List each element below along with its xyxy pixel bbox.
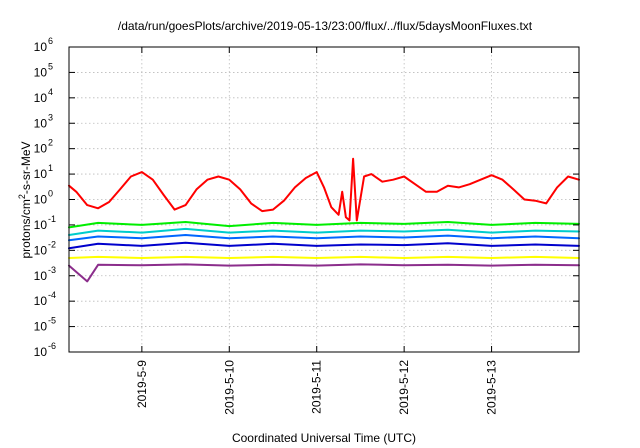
series-line — [68, 227, 580, 236]
y-tick-label: 10 — [34, 243, 48, 257]
y-tick-label: 10 — [34, 65, 48, 79]
y-tick-labels: 10 -610 -510 -410 -310 -210 -110 010 110 210 310 41… — [34, 36, 56, 359]
y-tick-exponent: 6 — [48, 36, 53, 46]
y-tick-label: 10 — [34, 116, 48, 130]
y-tick-label: 10 — [34, 167, 48, 181]
x-tick-label: 2019-5-11 — [310, 360, 324, 414]
y-tick-exponent: 0 — [48, 189, 53, 199]
y-tick-exponent: -3 — [48, 265, 56, 275]
x-tick-label: 2019-5-9 — [135, 360, 149, 408]
y-tick-exponent: -1 — [48, 214, 56, 224]
y-axis-label: protons/cm2-s-sr-MeV — [17, 141, 33, 258]
x-tick-label: 2019-5-13 — [485, 360, 499, 415]
y-tick-label: 10 — [34, 345, 48, 359]
y-tick-label: 10 — [34, 91, 48, 105]
y-tick-label: 10 — [34, 294, 48, 308]
y-tick-label: 10 — [34, 142, 48, 156]
y-tick-label: 10 — [34, 40, 48, 54]
series-layer — [68, 157, 580, 283]
series-line — [68, 241, 580, 250]
y-tick-label: 10 — [34, 269, 48, 283]
series-line — [68, 234, 580, 242]
series-line — [68, 157, 580, 222]
y-tick-exponent: -6 — [48, 341, 56, 351]
ticks — [69, 46, 579, 353]
y-tick-exponent: 2 — [48, 138, 53, 148]
y-tick-exponent: 1 — [48, 163, 53, 173]
y-tick-exponent: 3 — [48, 112, 53, 122]
series-line — [68, 221, 580, 229]
grid — [69, 47, 579, 352]
y-tick-exponent: -5 — [48, 316, 56, 326]
series-line — [68, 255, 580, 259]
y-tick-exponent: -2 — [48, 239, 56, 249]
y-tick-exponent: 4 — [48, 87, 53, 97]
x-tick-label: 2019-5-10 — [222, 360, 236, 415]
y-tick-exponent: -4 — [48, 290, 56, 300]
y-tick-label: 10 — [34, 193, 48, 207]
y-tick-exponent: 5 — [48, 61, 53, 71]
series-line — [68, 263, 580, 283]
y-tick-label: 10 — [34, 218, 48, 232]
y-tick-label: 10 — [34, 320, 48, 334]
x-tick-label: 2019-5-12 — [397, 360, 411, 415]
chart-title: /data/run/goesPlots/archive/2019-05-13/2… — [118, 19, 533, 33]
x-tick-labels: 2019-5-9 2019-5-10 2019-5-11 2019-5-12 2019-… — [135, 360, 499, 415]
x-axis-label: Coordinated Universal Time (UTC) — [232, 431, 416, 445]
